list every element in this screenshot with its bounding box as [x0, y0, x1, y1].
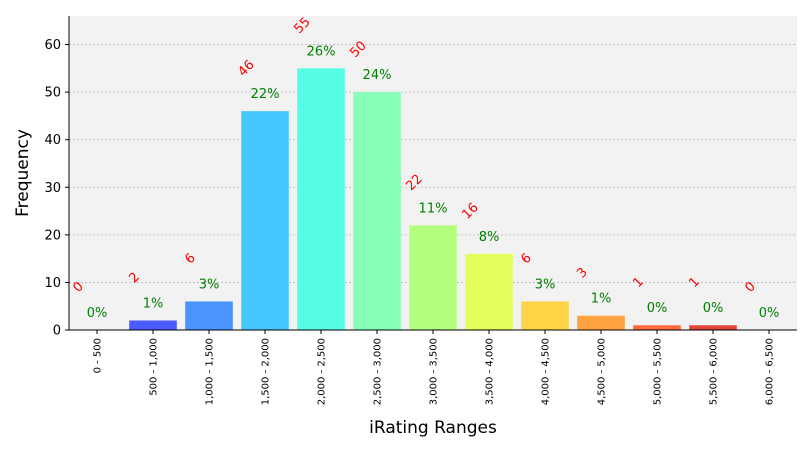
x-ticks: 0 - 500 500 - 1,000 1,000 - 1,500 1,500 - 2… — [93, 330, 776, 405]
x-tick-label: 2,000 - 2,500 — [317, 338, 328, 405]
bar — [409, 225, 457, 330]
y-tick-label: 60 — [44, 38, 61, 53]
x-tick-label: 3,000 - 3,500 — [429, 338, 440, 405]
bar — [241, 111, 289, 330]
percent-label: 0% — [759, 306, 780, 321]
x-tick-label: 6,000 - 6,500 — [765, 338, 776, 405]
bar — [297, 68, 345, 330]
y-tick-label: 10 — [44, 276, 61, 291]
x-tick-label: 3,500 - 4,000 — [485, 338, 496, 405]
percent-label: 22% — [251, 87, 280, 102]
x-tick-label: 5,000 - 5,500 — [653, 338, 664, 405]
y-tick-label: 40 — [44, 133, 61, 148]
y-tick-label: 30 — [44, 181, 61, 196]
x-tick-label: 5,500 - 6,000 — [709, 338, 720, 405]
x-axis-title: iRating Ranges — [369, 418, 497, 438]
y-ticks: 0 10 20 30 40 50 60 — [44, 38, 69, 339]
y-tick-label: 50 — [44, 86, 61, 101]
percent-label: 1% — [591, 292, 612, 307]
bar — [689, 325, 737, 330]
x-tick-label: 0 - 500 — [93, 338, 104, 373]
x-tick-label: 500 - 1,000 — [149, 338, 160, 396]
bar — [521, 301, 569, 330]
x-tick-label: 1,000 - 1,500 — [205, 338, 216, 405]
x-tick-label: 1,500 - 2,000 — [261, 338, 272, 405]
percent-label: 0% — [647, 301, 668, 316]
bars — [129, 68, 737, 330]
percent-label: 8% — [479, 230, 500, 245]
percent-label: 3% — [199, 277, 220, 292]
percent-label: 3% — [535, 277, 556, 292]
percent-label: 0% — [87, 306, 108, 321]
bar — [577, 315, 625, 330]
percent-label: 26% — [307, 44, 336, 59]
percent-label: 11% — [419, 201, 448, 216]
x-tick-label: 2,500 - 3,000 — [373, 338, 384, 405]
bar — [185, 301, 233, 330]
bar — [129, 320, 177, 330]
bar — [465, 253, 513, 330]
y-axis-title: Frequency — [13, 129, 33, 217]
bar — [353, 92, 401, 330]
percent-label: 1% — [143, 296, 164, 311]
y-tick-label: 20 — [44, 228, 61, 243]
x-tick-label: 4,000 - 4,500 — [541, 338, 552, 405]
y-tick-label: 0 — [53, 324, 61, 339]
x-tick-label: 4,500 - 5,000 — [597, 338, 608, 405]
percent-label: 0% — [703, 301, 724, 316]
percent-label: 24% — [363, 68, 392, 83]
bar — [633, 325, 681, 330]
